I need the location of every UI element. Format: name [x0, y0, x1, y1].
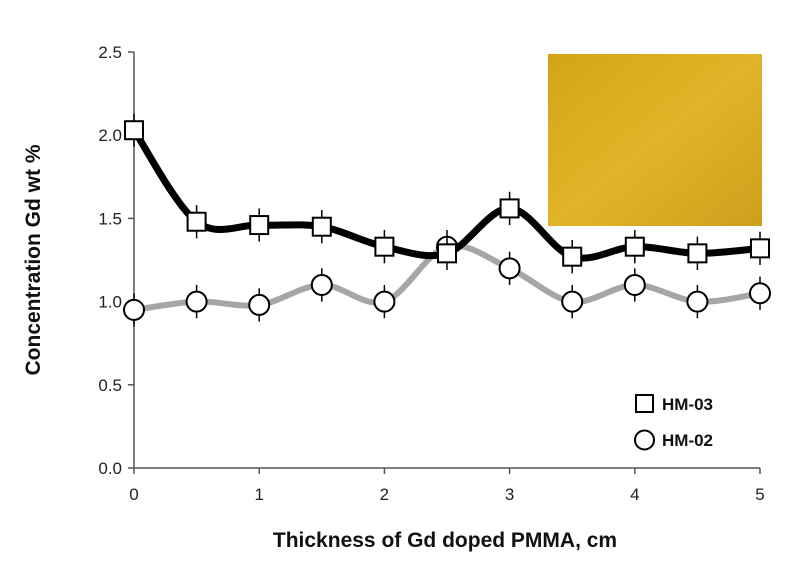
legend: HM-03 HM-02	[634, 394, 713, 451]
y-tick-label: 1.5	[98, 209, 122, 228]
data-point-square	[750, 238, 770, 259]
data-point-circle	[749, 282, 771, 305]
data-point-circle	[686, 290, 709, 313]
data-point-circle	[498, 257, 521, 280]
data-point-square	[249, 215, 270, 236]
data-point-circle	[373, 290, 396, 313]
data-point-square	[374, 236, 395, 257]
data-point-square	[437, 243, 457, 264]
data-point-square	[624, 236, 645, 257]
y-tick-label: 2.0	[98, 126, 122, 145]
x-tick-label: 4	[630, 485, 639, 504]
data-point-circle	[623, 273, 646, 296]
data-point-square	[562, 246, 583, 267]
x-axis-title: Thickness of Gd doped PMMA, cm	[273, 529, 617, 552]
data-point-circle	[310, 273, 333, 296]
x-tick-label: 2	[380, 485, 389, 504]
data-point-square	[186, 211, 207, 232]
y-tick-label: 2.5	[98, 43, 122, 62]
x-tick-label: 3	[505, 485, 514, 504]
x-axis: 0 1 2 3 4 5	[129, 467, 765, 504]
y-tick-label: 0.0	[98, 459, 122, 478]
inset-photo	[548, 54, 762, 226]
data-point-circle	[123, 298, 145, 321]
data-point-square	[499, 198, 520, 219]
series-hm-03	[124, 113, 770, 274]
x-tick-label: 0	[129, 485, 138, 504]
legend-square-marker	[635, 394, 654, 413]
data-point-circle	[185, 290, 208, 313]
y-axis: 0.0 0.5 1.0 1.5 2.0 2.5	[98, 43, 135, 478]
data-point-square	[124, 120, 144, 141]
legend-label-hm-02: HM-02	[662, 431, 713, 450]
data-point-circle	[248, 293, 271, 316]
plot-area	[123, 113, 771, 327]
data-point-square	[311, 216, 332, 237]
x-tick-label: 1	[254, 485, 263, 504]
legend-circle-marker	[634, 429, 655, 451]
y-tick-label: 0.5	[98, 376, 122, 395]
y-tick-label: 1.0	[98, 293, 122, 312]
data-point-circle	[561, 290, 584, 313]
y-axis-title: Concentration Gd wt %	[22, 144, 45, 375]
gd-pmma-sample-photo	[548, 54, 762, 226]
data-point-square	[687, 243, 708, 264]
x-tick-label: 5	[755, 485, 764, 504]
legend-label-hm-03: HM-03	[662, 395, 713, 414]
